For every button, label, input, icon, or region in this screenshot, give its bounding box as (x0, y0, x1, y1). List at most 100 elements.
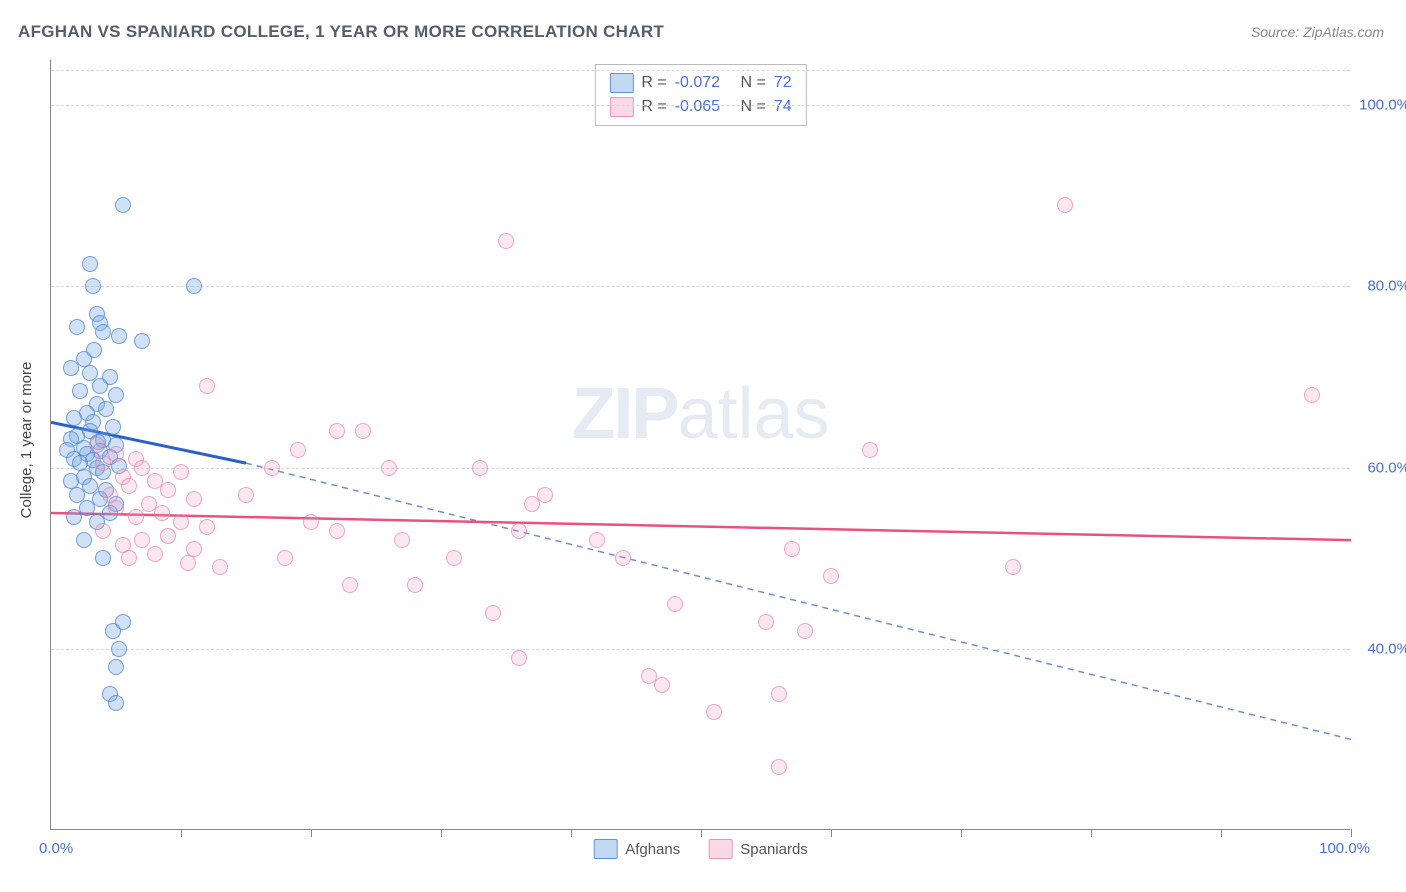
scatter-point-afghans (98, 401, 114, 417)
scatter-point-afghans (186, 278, 202, 294)
scatter-point-afghans (72, 383, 88, 399)
scatter-point-spaniards (95, 455, 111, 471)
legend-series: Afghans Spaniards (593, 839, 808, 859)
y-tick-label: 100.0% (1359, 97, 1406, 114)
scatter-point-spaniards (823, 568, 839, 584)
scatter-point-spaniards (290, 442, 306, 458)
scatter-point-spaniards (180, 555, 196, 571)
chart-title: AFGHAN VS SPANIARD COLLEGE, 1 YEAR OR MO… (18, 22, 664, 42)
scatter-point-spaniards (589, 532, 605, 548)
scatter-point-spaniards (1005, 559, 1021, 575)
n-value: 72 (774, 74, 792, 92)
r-label: R = (641, 74, 666, 92)
legend-item: Spaniards (708, 839, 808, 859)
scatter-point-afghans (82, 256, 98, 272)
legend-label: Afghans (625, 841, 680, 858)
trend-lines (51, 60, 1351, 830)
scatter-point-spaniards (329, 523, 345, 539)
x-axis-end-label: 100.0% (1319, 840, 1370, 857)
scatter-point-afghans (134, 333, 150, 349)
watermark: ZIPatlas (571, 373, 829, 455)
y-tick-label: 40.0% (1367, 640, 1406, 657)
scatter-point-spaniards (654, 677, 670, 693)
legend-item: Afghans (593, 839, 680, 859)
scatter-point-afghans (108, 659, 124, 675)
scatter-point-spaniards (303, 514, 319, 530)
scatter-point-spaniards (134, 532, 150, 548)
scatter-point-afghans (66, 410, 82, 426)
scatter-point-spaniards (771, 759, 787, 775)
scatter-point-afghans (92, 378, 108, 394)
swatch-pink-icon (708, 839, 732, 859)
chart-container: AFGHAN VS SPANIARD COLLEGE, 1 YEAR OR MO… (0, 0, 1406, 892)
scatter-point-spaniards (212, 559, 228, 575)
plot-area: ZIPatlas R = -0.072 N = 72 R = -0.065 N … (50, 60, 1350, 830)
scatter-point-spaniards (498, 233, 514, 249)
scatter-point-spaniards (797, 623, 813, 639)
scatter-point-afghans (108, 387, 124, 403)
scatter-point-afghans (111, 641, 127, 657)
watermark-bold: ZIP (571, 374, 677, 454)
scatter-point-spaniards (342, 577, 358, 593)
n-value: 74 (774, 98, 792, 116)
scatter-point-spaniards (277, 550, 293, 566)
watermark-light: atlas (677, 374, 829, 454)
scatter-point-spaniards (134, 460, 150, 476)
swatch-blue-icon (609, 73, 633, 93)
scatter-point-spaniards (95, 523, 111, 539)
x-tick (701, 829, 702, 837)
scatter-point-afghans (69, 319, 85, 335)
scatter-point-afghans (105, 419, 121, 435)
scatter-point-spaniards (771, 686, 787, 702)
swatch-pink-icon (609, 97, 633, 117)
legend-label: Spaniards (740, 841, 808, 858)
swatch-blue-icon (593, 839, 617, 859)
scatter-point-spaniards (485, 605, 501, 621)
r-value: -0.065 (675, 98, 720, 116)
scatter-point-spaniards (89, 437, 105, 453)
x-tick (961, 829, 962, 837)
scatter-point-spaniards (1057, 197, 1073, 213)
scatter-point-spaniards (160, 528, 176, 544)
x-tick (571, 829, 572, 837)
scatter-point-spaniards (173, 464, 189, 480)
scatter-point-spaniards (667, 596, 683, 612)
scatter-point-afghans (66, 509, 82, 525)
scatter-point-afghans (85, 278, 101, 294)
x-tick (1091, 829, 1092, 837)
n-label: N = (741, 74, 766, 92)
scatter-point-spaniards (238, 487, 254, 503)
scatter-point-spaniards (128, 509, 144, 525)
scatter-point-spaniards (381, 460, 397, 476)
scatter-point-spaniards (121, 550, 137, 566)
scatter-point-spaniards (173, 514, 189, 530)
scatter-point-spaniards (407, 577, 423, 593)
scatter-point-spaniards (199, 378, 215, 394)
n-label: N = (741, 98, 766, 116)
scatter-point-spaniards (446, 550, 462, 566)
source-attribution: Source: ZipAtlas.com (1251, 24, 1384, 40)
scatter-point-afghans (76, 532, 92, 548)
scatter-point-afghans (105, 623, 121, 639)
gridline (51, 286, 1350, 287)
scatter-point-spaniards (784, 541, 800, 557)
x-tick (441, 829, 442, 837)
scatter-point-spaniards (329, 423, 345, 439)
scatter-point-afghans (108, 695, 124, 711)
scatter-point-spaniards (160, 482, 176, 498)
x-axis-start-label: 0.0% (39, 840, 73, 857)
r-label: R = (641, 98, 666, 116)
gridline (51, 105, 1350, 106)
scatter-point-afghans (63, 360, 79, 376)
scatter-point-spaniards (615, 550, 631, 566)
scatter-point-spaniards (472, 460, 488, 476)
x-tick (1351, 829, 1352, 837)
scatter-point-spaniards (108, 500, 124, 516)
gridline (51, 468, 1350, 469)
scatter-point-spaniards (121, 478, 137, 494)
scatter-point-afghans (95, 324, 111, 340)
y-tick-label: 60.0% (1367, 459, 1406, 476)
scatter-point-afghans (115, 197, 131, 213)
r-value: -0.072 (675, 74, 720, 92)
legend-correlation: R = -0.072 N = 72 R = -0.065 N = 74 (594, 64, 806, 126)
